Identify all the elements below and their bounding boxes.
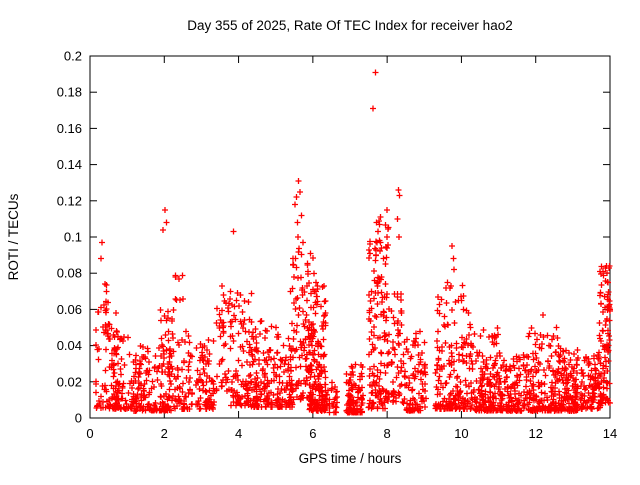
- chart-title: Day 355 of 2025, Rate Of TEC Index for r…: [187, 18, 512, 33]
- y-tick-label: 0.16: [57, 121, 82, 136]
- y-tick-label: 0.12: [57, 193, 82, 208]
- x-tick-label: 6: [309, 426, 316, 441]
- y-axis-label: ROTI / TECUs: [6, 193, 21, 280]
- x-tick-label: 10: [454, 426, 468, 441]
- y-tick-label: 0.02: [57, 374, 82, 389]
- x-tick-label: 2: [161, 426, 168, 441]
- y-tick-label: 0: [75, 411, 82, 426]
- x-tick-label: 4: [235, 426, 242, 441]
- x-axis-label: GPS time / hours: [299, 451, 402, 466]
- y-tick-label: 0.14: [57, 157, 82, 172]
- y-tick-label: 0.18: [57, 85, 82, 100]
- y-tick-label: 0.08: [57, 266, 82, 281]
- x-tick-label: 8: [384, 426, 391, 441]
- x-tick-label: 12: [528, 426, 542, 441]
- y-tick-label: 0.2: [64, 49, 82, 64]
- y-tick-label: 0.1: [64, 230, 82, 245]
- y-tick-label: 0.06: [57, 302, 82, 317]
- x-tick-label: 14: [603, 426, 617, 441]
- scatter-points: [93, 69, 613, 416]
- x-tick-label: 0: [86, 426, 93, 441]
- y-tick-label: 0.04: [57, 338, 82, 353]
